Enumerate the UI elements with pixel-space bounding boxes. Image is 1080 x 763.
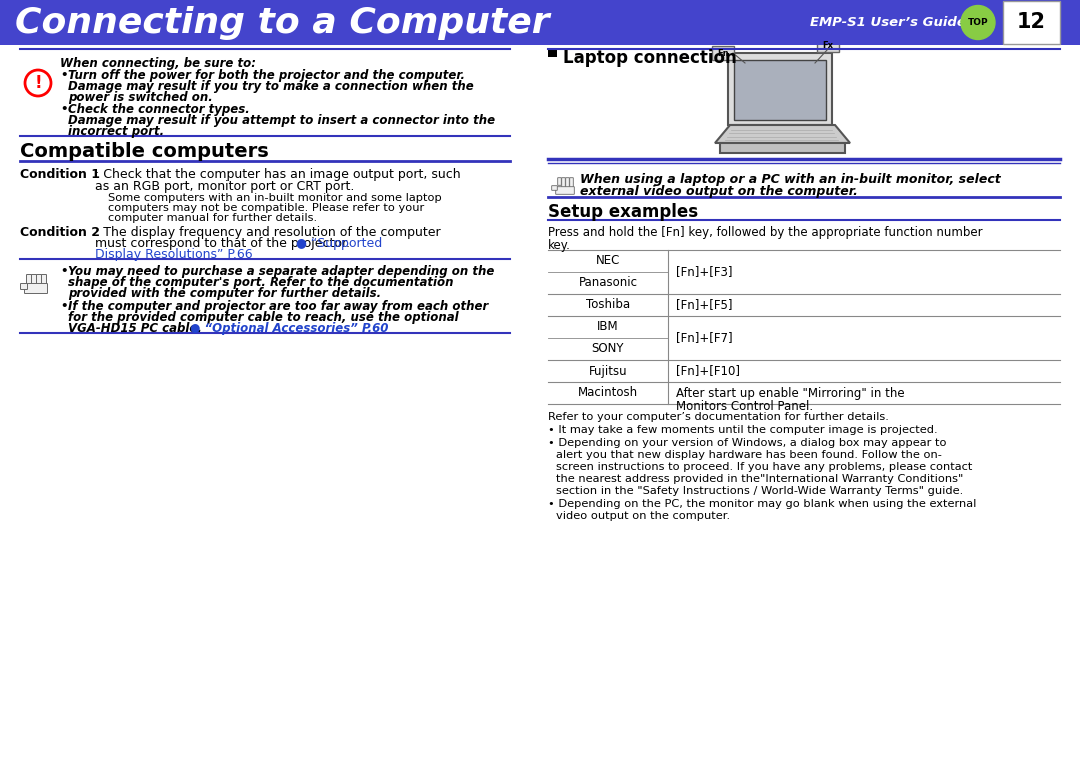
Text: When using a laptop or a PC with an in-built monitor, select: When using a laptop or a PC with an in-b… — [580, 173, 1001, 186]
FancyBboxPatch shape — [1003, 1, 1059, 44]
Circle shape — [961, 5, 995, 40]
Text: Damage may result if you attempt to insert a connector into the: Damage may result if you attempt to inse… — [68, 114, 495, 127]
Text: [Fn]+[F5]: [Fn]+[F5] — [676, 298, 732, 311]
Text: Fujitsu: Fujitsu — [589, 365, 627, 378]
Text: [Fn]+[F3]: [Fn]+[F3] — [676, 266, 732, 278]
FancyBboxPatch shape — [552, 185, 557, 190]
FancyBboxPatch shape — [728, 53, 832, 125]
Text: Fn: Fn — [717, 49, 729, 57]
Text: Some computers with an in-built monitor and some laptop: Some computers with an in-built monitor … — [108, 193, 442, 203]
FancyBboxPatch shape — [562, 178, 565, 188]
Text: [Fn]+[F10]: [Fn]+[F10] — [676, 365, 740, 378]
Text: the nearest address provided in the"International Warranty Conditions": the nearest address provided in the"Inte… — [556, 474, 963, 484]
Text: : The display frequency and resolution of the computer: : The display frequency and resolution o… — [95, 226, 441, 239]
Text: Toshiba: Toshiba — [586, 298, 630, 311]
Text: 12: 12 — [1016, 12, 1045, 33]
Polygon shape — [715, 125, 850, 143]
Text: VGA-HD15 PC cable.: VGA-HD15 PC cable. — [68, 322, 202, 335]
FancyBboxPatch shape — [0, 0, 1080, 45]
Text: ● “Supported: ● “Supported — [292, 237, 382, 250]
Text: If the computer and projector are too far away from each other: If the computer and projector are too fa… — [68, 300, 488, 313]
Text: Turn off the power for both the projector and the computer.: Turn off the power for both the projecto… — [68, 69, 465, 82]
FancyBboxPatch shape — [37, 275, 41, 288]
Text: computers may not be compatible. Please refer to your: computers may not be compatible. Please … — [108, 203, 424, 213]
Text: •: • — [60, 103, 67, 116]
FancyBboxPatch shape — [25, 284, 48, 294]
Text: video output on the computer.: video output on the computer. — [556, 511, 730, 521]
Text: screen instructions to proceed. If you have any problems, please contact: screen instructions to proceed. If you h… — [556, 462, 972, 472]
FancyBboxPatch shape — [41, 275, 46, 288]
Text: Laptop connection: Laptop connection — [563, 49, 737, 67]
Text: When connecting, be sure to:: When connecting, be sure to: — [60, 57, 256, 70]
Text: Monitors Control Panel.: Monitors Control Panel. — [676, 400, 813, 413]
Text: computer manual for further details.: computer manual for further details. — [108, 213, 318, 223]
Text: SONY: SONY — [592, 343, 624, 356]
FancyBboxPatch shape — [566, 178, 569, 188]
Text: ● “Optional Accessories” P.60: ● “Optional Accessories” P.60 — [186, 322, 389, 335]
FancyBboxPatch shape — [31, 275, 37, 288]
Text: •: • — [60, 300, 67, 313]
Text: as an RGB port, monitor port or CRT port.: as an RGB port, monitor port or CRT port… — [95, 180, 354, 193]
Text: Fx: Fx — [823, 40, 834, 50]
Text: Compatible computers: Compatible computers — [21, 142, 269, 161]
FancyBboxPatch shape — [21, 284, 27, 289]
FancyBboxPatch shape — [27, 275, 31, 285]
Text: Display Resolutions” P.66: Display Resolutions” P.66 — [95, 248, 253, 261]
Text: You may need to purchase a separate adapter depending on the: You may need to purchase a separate adap… — [68, 265, 495, 278]
Text: Setup examples: Setup examples — [548, 203, 698, 221]
Text: external video output on the computer.: external video output on the computer. — [580, 185, 858, 198]
Text: Condition 2: Condition 2 — [21, 226, 100, 239]
Text: !: ! — [35, 74, 42, 92]
Text: •: • — [60, 265, 67, 278]
Text: section in the "Safety Instructions / World-Wide Warranty Terms" guide.: section in the "Safety Instructions / Wo… — [556, 486, 963, 496]
Text: TOP: TOP — [968, 18, 988, 27]
Text: Connecting to a Computer: Connecting to a Computer — [15, 5, 550, 40]
Circle shape — [25, 70, 51, 96]
Text: Check the connector types.: Check the connector types. — [68, 103, 249, 116]
Text: : Check that the computer has an image output port, such: : Check that the computer has an image o… — [95, 168, 461, 181]
Text: Panasonic: Panasonic — [579, 276, 637, 289]
Text: NEC: NEC — [596, 255, 620, 268]
Text: • It may take a few moments until the computer image is projected.: • It may take a few moments until the co… — [548, 425, 937, 435]
Text: Macintosh: Macintosh — [578, 387, 638, 400]
Text: After start up enable "Mirroring" in the: After start up enable "Mirroring" in the — [676, 387, 905, 400]
Text: incorrect port.: incorrect port. — [68, 125, 164, 138]
Text: IBM: IBM — [597, 320, 619, 333]
Text: Damage may result if you try to make a connection when the: Damage may result if you try to make a c… — [68, 80, 474, 93]
FancyBboxPatch shape — [720, 143, 845, 153]
Text: shape of the computer's port. Refer to the documentation: shape of the computer's port. Refer to t… — [68, 276, 454, 289]
Text: • Depending on the PC, the monitor may go blank when using the external: • Depending on the PC, the monitor may g… — [548, 499, 976, 509]
Text: key.: key. — [548, 239, 571, 252]
FancyBboxPatch shape — [734, 60, 826, 120]
FancyBboxPatch shape — [816, 38, 839, 52]
Text: EMP-S1 User’s Guide: EMP-S1 User’s Guide — [810, 16, 966, 29]
FancyBboxPatch shape — [556, 187, 575, 195]
Text: must correspond to that of the projector.: must correspond to that of the projector… — [95, 237, 350, 250]
FancyBboxPatch shape — [570, 178, 573, 188]
Text: •: • — [60, 69, 67, 82]
FancyBboxPatch shape — [712, 46, 734, 60]
Text: • Depending on your version of Windows, a dialog box may appear to: • Depending on your version of Windows, … — [548, 438, 946, 448]
Text: Press and hold the [Fn] key, followed by the appropriate function number: Press and hold the [Fn] key, followed by… — [548, 226, 983, 239]
Text: [Fn]+[F7]: [Fn]+[F7] — [676, 331, 732, 345]
FancyBboxPatch shape — [557, 178, 562, 185]
Text: for the provided computer cable to reach, use the optional: for the provided computer cable to reach… — [68, 311, 459, 324]
FancyBboxPatch shape — [548, 48, 557, 57]
Text: power is switched on.: power is switched on. — [68, 91, 213, 104]
Text: provided with the computer for further details.: provided with the computer for further d… — [68, 287, 381, 300]
Text: alert you that new display hardware has been found. Follow the on-: alert you that new display hardware has … — [556, 450, 942, 460]
Text: Refer to your computer’s documentation for further details.: Refer to your computer’s documentation f… — [548, 412, 889, 422]
Text: Condition 1: Condition 1 — [21, 168, 100, 181]
